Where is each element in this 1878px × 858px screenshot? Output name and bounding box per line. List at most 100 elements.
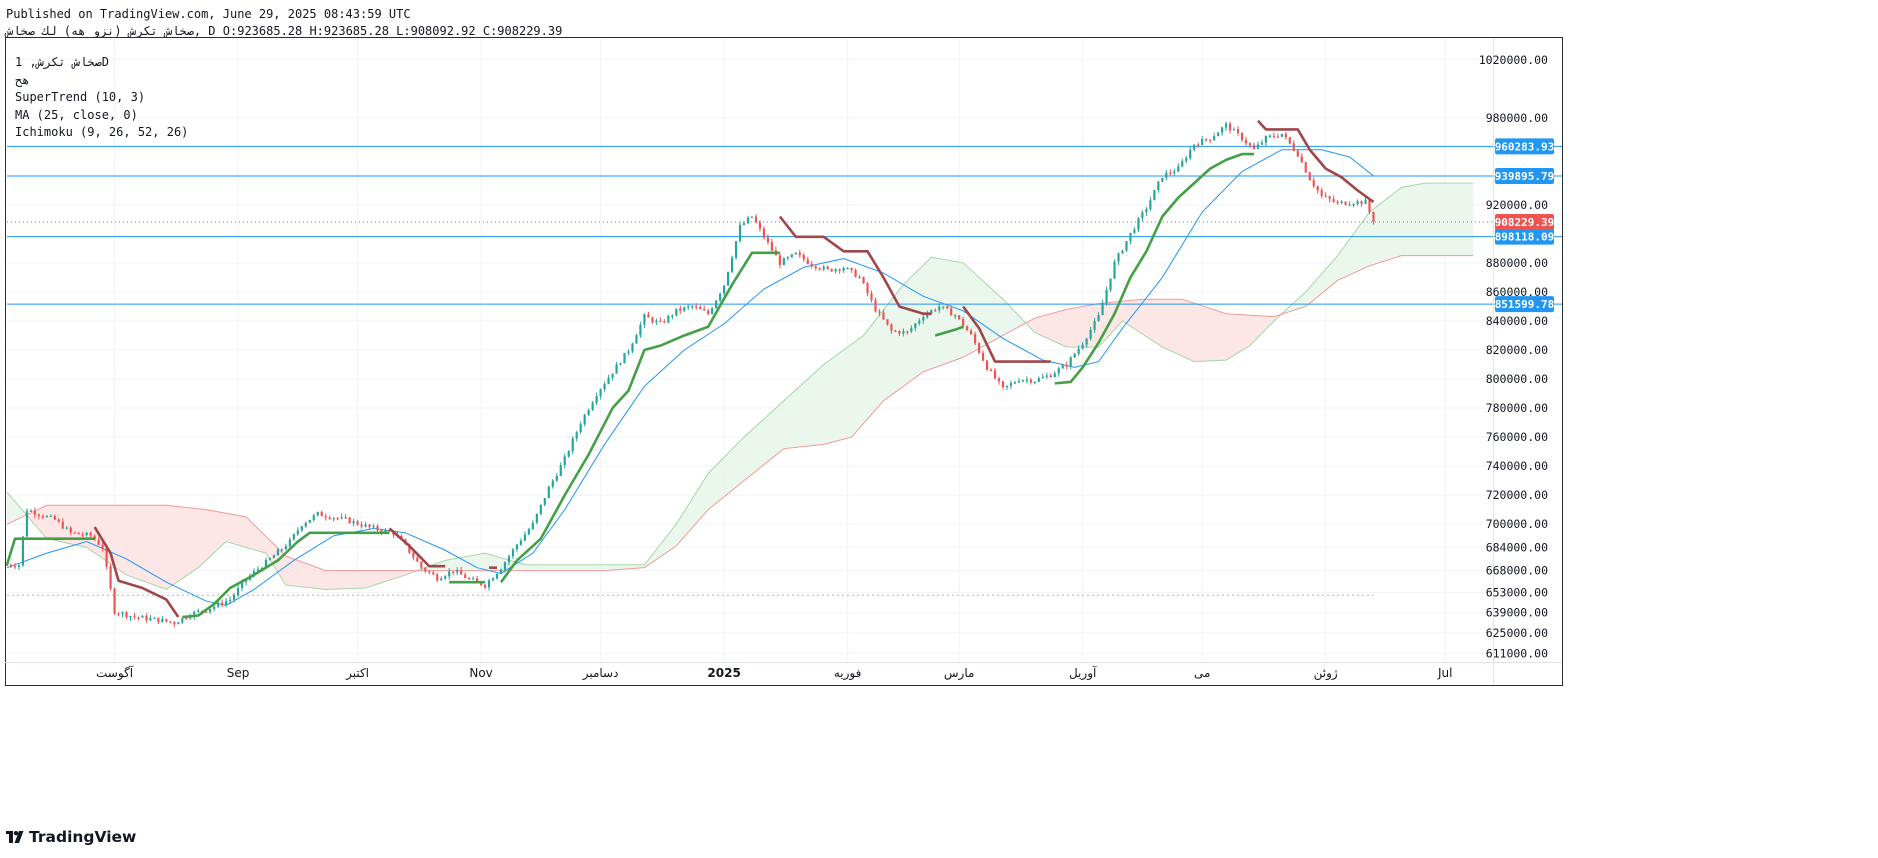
candle-up: [1097, 315, 1100, 321]
hline-price-label: 898118.09: [1495, 231, 1555, 244]
legend-ma[interactable]: MA (25, close, 0): [15, 107, 138, 122]
candle-up: [1089, 329, 1092, 339]
price-axis[interactable]: 1020000.00 980000.00 920000.00 880000.00 860…: [1479, 53, 1548, 661]
indicator-legend: صخاش تكرش, 1D هح SuperTrend (10, 3) MA (…: [15, 54, 188, 142]
candle-down: [5, 564, 9, 566]
candle-down: [659, 320, 662, 322]
candle-down: [348, 517, 351, 524]
price-tick-label: 700000.00: [1486, 517, 1548, 531]
candle-up: [563, 456, 566, 466]
candle-up: [746, 217, 750, 224]
candle-down: [762, 228, 766, 238]
candle-up: [1125, 241, 1128, 251]
candle-down: [221, 602, 224, 605]
time-tick-label: Jul: [1437, 666, 1452, 680]
time-axis[interactable]: آگوست Sep اکتبر Nov دسامبر 2025 فوریه مارس آوریل…: [96, 665, 1452, 681]
candle-up: [619, 363, 622, 365]
candle-down: [428, 571, 431, 573]
candle-down: [1272, 135, 1275, 137]
candle-down: [1312, 180, 1315, 187]
candle-down: [890, 324, 893, 331]
supertrend-up-line: [1054, 152, 1254, 385]
candle-down: [778, 255, 781, 265]
candle-up: [1021, 380, 1024, 382]
candle-up: [531, 522, 534, 530]
candle-up: [316, 511, 319, 516]
candle-up: [687, 306, 690, 308]
candle-up: [1101, 303, 1104, 316]
candle-up: [1224, 123, 1228, 128]
candle-down: [679, 308, 682, 311]
candle-up: [683, 307, 686, 311]
candle-up: [1005, 385, 1009, 388]
candle-up: [599, 389, 602, 397]
candle-up: [300, 526, 303, 531]
candle-down: [205, 611, 208, 613]
candle-down: [754, 216, 758, 223]
cloud-bullish: [7, 492, 25, 525]
candle-down: [946, 306, 949, 309]
candle-down: [41, 515, 44, 518]
candle-down: [997, 378, 1001, 382]
legend-ichimoku[interactable]: Ichimoku (9, 26, 52, 26): [15, 125, 189, 139]
candle-up: [1268, 135, 1271, 137]
candle-up: [229, 599, 232, 602]
candle-down: [320, 511, 323, 517]
legend-symbol[interactable]: صخاش تكرش, 1D: [15, 55, 109, 69]
candle-up: [1093, 320, 1096, 330]
candle-up: [296, 530, 299, 535]
candle-up: [930, 310, 933, 314]
candle-up: [1121, 250, 1124, 254]
time-tick-label: Sep: [227, 666, 250, 680]
candle-down: [368, 524, 371, 527]
candle-up: [21, 536, 25, 566]
candle-up: [539, 504, 542, 514]
cloud-span-b: [6, 255, 1474, 572]
candle-up: [503, 562, 507, 570]
candle-down: [169, 621, 172, 623]
candle-down: [1209, 139, 1212, 141]
candle-down: [1284, 133, 1287, 138]
candle-up: [372, 526, 375, 528]
candle-up: [1053, 373, 1056, 378]
candle-up: [1137, 218, 1140, 230]
candle-up: [177, 622, 180, 625]
candle-up: [723, 285, 726, 294]
candle-up: [858, 277, 861, 279]
moving-average: [6, 149, 1374, 606]
candle-up: [719, 293, 722, 301]
cloud-span-a: [6, 182, 1474, 590]
candle-down: [344, 516, 347, 519]
candle-up: [121, 612, 124, 614]
candle-up: [1041, 376, 1044, 379]
candle-up: [1260, 142, 1264, 145]
candle-up: [691, 306, 694, 308]
legend-supertrend[interactable]: SuperTrend (10, 3): [15, 90, 146, 104]
candle-up: [711, 308, 714, 314]
candle-down: [898, 331, 901, 334]
candle-up: [583, 414, 586, 425]
candle-down: [894, 330, 897, 332]
candle-down: [814, 266, 817, 269]
candle-up: [914, 323, 917, 329]
candle-up: [1069, 357, 1072, 367]
candle-up: [1045, 375, 1048, 377]
candle-up: [280, 549, 283, 551]
horizontal-lines: [7, 145, 1562, 596]
time-tick-label: دسامبر: [582, 666, 619, 681]
candle-down: [830, 268, 833, 272]
candle-up: [272, 555, 276, 559]
candle-up: [193, 611, 196, 617]
candle-down: [695, 306, 698, 308]
candle-up: [938, 306, 941, 311]
time-tick-label: مارس: [944, 666, 975, 681]
candle-up: [1217, 132, 1220, 137]
candle-up: [440, 578, 443, 581]
candle-up: [782, 258, 785, 265]
time-tick-label: ژوئن: [1314, 666, 1338, 681]
candle-up: [635, 335, 638, 344]
supertrend-down-line: [778, 215, 932, 316]
candle-down: [806, 259, 809, 264]
candle-down: [886, 319, 889, 325]
